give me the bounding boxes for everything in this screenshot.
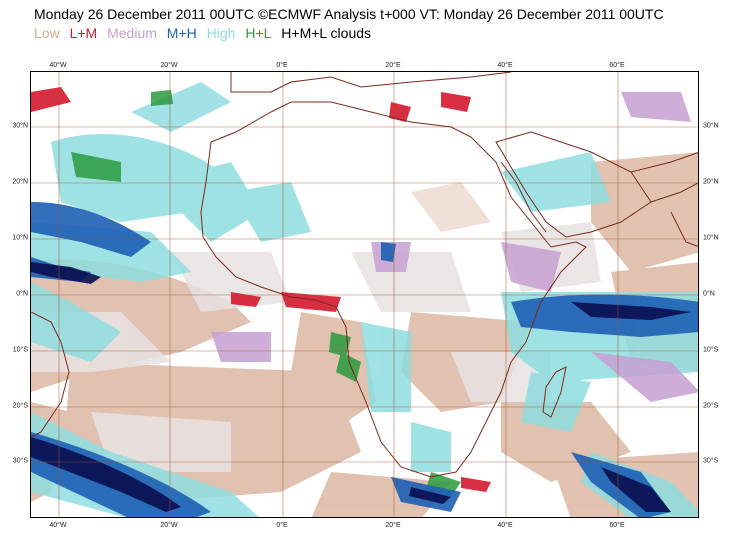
lon-label: 20°W	[160, 522, 178, 529]
all-level-cloud-layer	[31, 262, 691, 512]
lat-label: 30°N	[12, 122, 28, 130]
lat-label: 20°N	[12, 178, 28, 186]
lat-label: 0°N	[16, 290, 28, 298]
legend-all-clouds: H+M+L clouds	[281, 25, 372, 41]
lat-label: 10°N	[703, 234, 719, 242]
lon-label: 60°E	[609, 62, 625, 69]
legend-l-plus-m: L+M	[69, 25, 98, 41]
lat-label: 30°S	[703, 457, 719, 465]
lat-label: 10°S	[12, 346, 28, 354]
chart-title: Monday 26 December 2011 00UTC ©ECMWF Ana…	[34, 6, 664, 22]
low-medium-cloud-layer	[31, 87, 491, 492]
legend-m-plus-h: M+H	[166, 25, 197, 41]
lon-label: 0°E	[276, 522, 288, 529]
lon-label: 40°E	[497, 62, 513, 69]
legend-high: High	[206, 25, 236, 41]
lon-label: 40°W	[49, 62, 67, 69]
lat-label: 20°S	[703, 402, 719, 410]
lat-label: 0°N	[703, 290, 715, 298]
legend-h-plus-l: H+L	[245, 25, 272, 41]
lat-label: 10°N	[12, 234, 28, 242]
lon-label: 60°E	[609, 522, 625, 529]
lon-label: 20°E	[385, 522, 401, 529]
legend-medium: Medium	[107, 25, 157, 41]
coastline	[31, 72, 698, 478]
lat-label: 30°S	[12, 457, 28, 465]
lon-label: 20°W	[160, 62, 178, 69]
lon-label: 40°W	[49, 522, 67, 529]
lon-label: 40°E	[497, 522, 513, 529]
cloud-map-canvas	[31, 72, 698, 517]
legend-low: Low	[34, 25, 60, 41]
lat-label: 20°S	[12, 402, 28, 410]
lon-label: 20°E	[385, 62, 401, 69]
lon-label: 0°E	[276, 62, 288, 69]
lat-label: 20°N	[703, 178, 719, 186]
legend: Low L+M Medium M+H High H+L H+M+L clouds	[34, 25, 377, 41]
lat-label: 30°N	[703, 122, 719, 130]
graticule	[31, 72, 698, 517]
lat-label: 10°S	[703, 346, 719, 354]
cloud-map[interactable]	[30, 71, 699, 518]
